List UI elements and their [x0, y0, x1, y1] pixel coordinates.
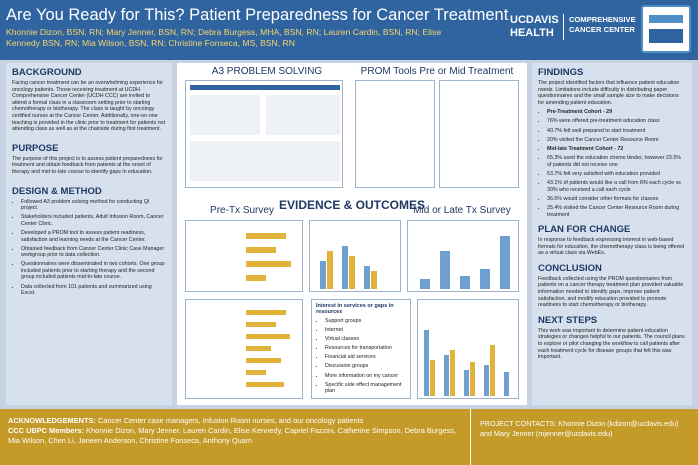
bullet-list: Followed A3 problem solving method for c… [12, 199, 166, 297]
section-text: This work was important to determine pat… [538, 327, 685, 361]
figure-heading: Pre-Tx Survey [210, 205, 274, 216]
acknowledgements: ACKNOWLEDGEMENTS: Cancer Center case man… [8, 416, 458, 446]
logo-center: COMPREHENSIVE CANCER CENTER [569, 15, 636, 34]
chart-image [185, 220, 303, 292]
text: Khonnie Dizon, Mary Jenner, Lauren Cardi… [8, 426, 457, 445]
logo-org: UCDAVIS [510, 14, 559, 26]
section-text: The purpose of this project is to assess… [12, 155, 163, 175]
right-column: FINDINGS The project identified factors … [532, 63, 692, 405]
list-item: Stakeholders included patients, Adult In… [21, 214, 166, 227]
list-item: 65.3% used the education chemo binder, h… [547, 155, 686, 168]
section-text: Facing cancer treatment can be an overwh… [12, 80, 166, 133]
chart-image [309, 220, 401, 292]
header: Are You Ready for This? Patient Prepared… [0, 0, 698, 60]
label: CCC UBPC Members: [8, 426, 84, 435]
section-heading: BACKGROUND [12, 67, 82, 78]
list-item: Followed A3 problem solving method for c… [21, 199, 166, 212]
a3-figure [185, 80, 343, 188]
section-text: Feedback collected using the PROM questi… [538, 275, 684, 309]
list-item: 36.6% would consider other formats for c… [547, 196, 686, 203]
list-item: Specific side effect management plan [325, 382, 406, 395]
section-heading: NEXT STEPS [538, 314, 598, 326]
badge-band [649, 15, 683, 23]
list-item: Financial aid services [325, 354, 406, 361]
list-item: 43.1% of patients would like a call from… [547, 180, 686, 193]
list-item: 53.7% felt very satisfied with education… [547, 171, 686, 178]
badge-band [649, 29, 683, 43]
prom-figure [355, 80, 435, 188]
figure-block [190, 95, 260, 135]
list-item: Developed a PROM tool to assess patient … [21, 230, 166, 243]
chart-image [417, 299, 519, 399]
list-item: Discussion groups [325, 363, 406, 370]
bullet-list: Support groups Internet Virtual classes Res… [316, 318, 406, 395]
cohort-title: Pre-Treatment Cohort - 29 [547, 109, 686, 116]
list-item: 76% were offered pre-treatment education… [547, 118, 686, 125]
cohort-title: Mid-late Treatment Cohort - 72 [547, 146, 686, 153]
findings-list: Pre-Treatment Cohort - 29 76% were offere… [538, 109, 686, 218]
section-heading: FINDINGS [538, 67, 584, 78]
section-heading: PURPOSE [12, 142, 59, 154]
text: Cancer Center case managers, Infusion Ro… [97, 416, 364, 425]
bullet-list: Mid-late Treatment Cohort - 72 65.3% used… [538, 146, 686, 218]
section-heading: CONCLUSION [538, 262, 602, 274]
figure-block [190, 141, 340, 181]
list-item: More information on my cancer [325, 373, 406, 380]
section-heading: PLAN FOR CHANGE [538, 224, 631, 236]
list-item: 25.4% visited the Cancer Center Resource… [547, 205, 686, 218]
authors: Khonnie Dizon, BSN, RN; Mary Jenner, BSN… [6, 27, 442, 48]
list-item: Internet [325, 327, 406, 334]
list-item: Questionnaires were disseminated in two … [21, 261, 166, 281]
prom-figure [439, 80, 519, 188]
list-item: Obtained feedback from Cancer Center Cli… [21, 246, 166, 259]
figure-block [266, 95, 340, 135]
left-column: BACKGROUND Facing cancer treatment can b… [6, 63, 172, 405]
figure-heading: A3 PROBLEM SOLVING [211, 66, 323, 77]
section-text: In response to feedback expressing inter… [538, 237, 685, 257]
badge [641, 5, 691, 53]
list-item: Data collected from 101 patients and sum… [21, 284, 166, 297]
interest-box: Interest in services or gaps in resource… [311, 299, 411, 399]
list-item: Resources for transportation [325, 345, 406, 352]
footer-divider [470, 409, 471, 465]
logo-sub: HEALTH [510, 27, 554, 39]
list-item: 20% visited the Cancer Center Resource R… [547, 137, 686, 144]
center-column: A3 PROBLEM SOLVING PROM Tools Pre or Mid… [177, 63, 527, 405]
list-item: 40.7% felt well prepared to start treatm… [547, 128, 686, 135]
figure-heading: PROM Tools Pre or Mid Treatment [360, 66, 514, 77]
section-heading: EVIDENCE & OUTCOMES [278, 198, 425, 212]
figure-band [190, 85, 340, 90]
bullet-list: Pre-Treatment Cohort - 29 76% were offere… [538, 109, 686, 143]
chart-image [407, 220, 519, 292]
contacts: PROJECT CONTACTS: Khonnie Dizon (kdizon@… [480, 419, 679, 438]
box-heading: Interest in services or gaps in resource… [316, 303, 394, 315]
title: Are You Ready for This? Patient Prepared… [6, 6, 509, 24]
list-item: Support groups [325, 318, 406, 325]
section-text: The project identified factors that infl… [538, 80, 680, 106]
logo-divider [563, 14, 564, 40]
list-item: Virtual classes [325, 336, 406, 343]
chart-image [185, 299, 303, 399]
section-heading: DESIGN & METHOD [12, 185, 102, 197]
figure-heading: Mid or Late Tx Survey [413, 205, 511, 216]
label: ACKNOWLEDGEMENTS: [8, 416, 96, 425]
footer: ACKNOWLEDGEMENTS: Cancer Center case man… [0, 409, 698, 465]
